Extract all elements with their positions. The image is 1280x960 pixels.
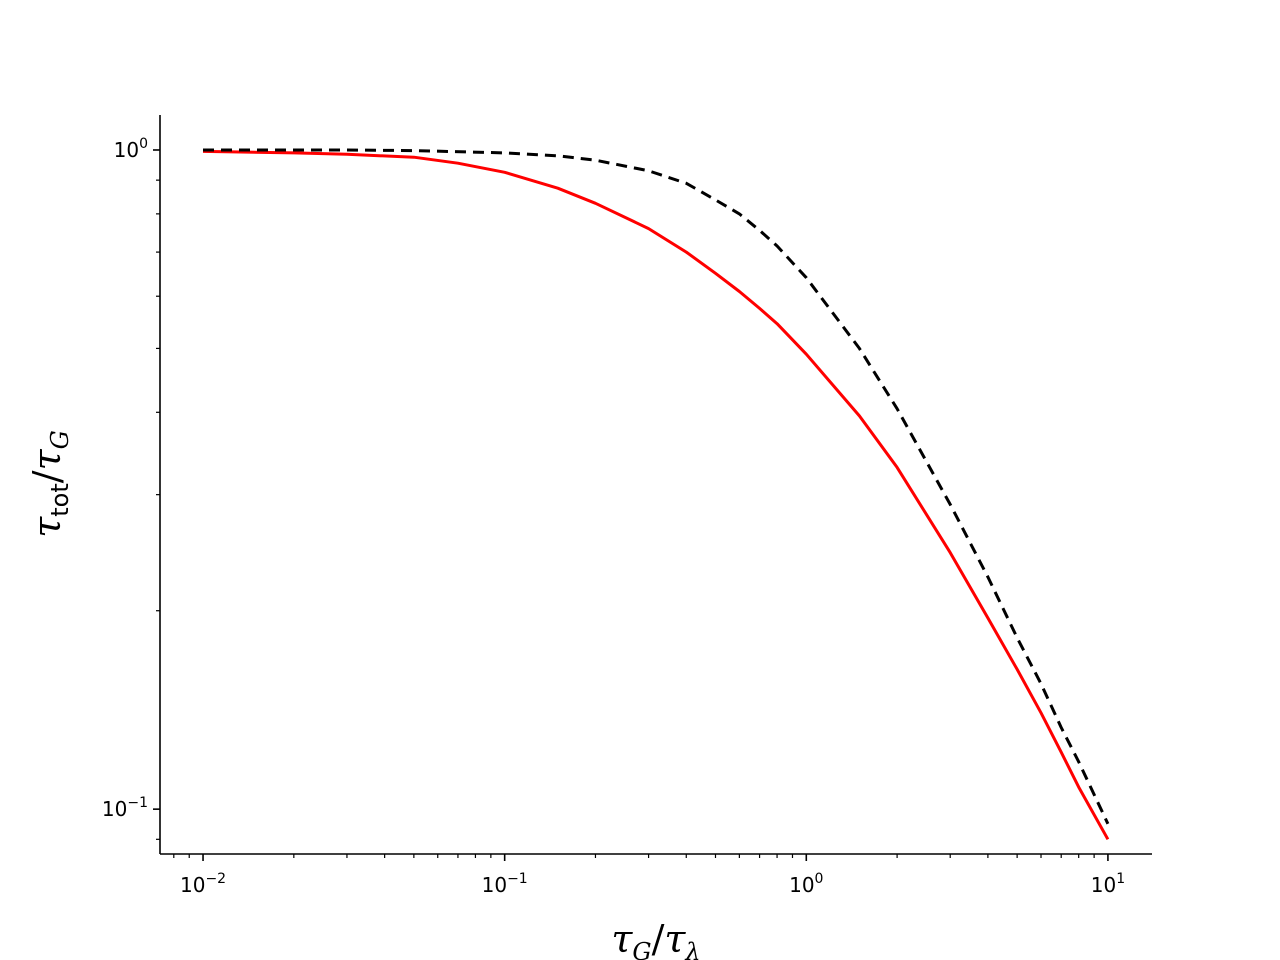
series-line-1 (202, 149, 1110, 841)
x-tick-label-base: 10 (1091, 873, 1116, 897)
x-axis-label-denom-sub: λ (684, 938, 700, 960)
x-tick-label-2: 100 (789, 871, 823, 897)
axes-spines (159, 115, 1152, 855)
x-tick-label-3: 101 (1091, 871, 1125, 897)
y-tick-label-base: 10 (114, 138, 139, 162)
x-axis-label-slash: / (652, 917, 665, 960)
x-tick-labels: 10−2 10−1 100 101 (180, 871, 1125, 897)
x-tick-label-1: 10−1 (482, 871, 528, 897)
series-line-2 (203, 148, 1110, 825)
y-axis-label-denom: τ (25, 448, 69, 470)
y-tick-label-0: 100 (114, 136, 148, 162)
y-tick-label-exp: 0 (139, 136, 148, 152)
x-axis-label-base: τ (611, 917, 633, 960)
x-tick-label-base: 10 (482, 873, 507, 897)
y-axis-label-denom-sub: G (46, 430, 74, 449)
y-axis-label-base-sub: tot (46, 483, 74, 517)
series-layer (202, 148, 1110, 841)
y-tick-label-1: 10−1 (102, 795, 148, 821)
x-tick-label-exp: 1 (1116, 871, 1125, 887)
x-tick-label-exp: −2 (205, 871, 226, 887)
y-ticks (153, 149, 160, 840)
x-ticks (173, 854, 1109, 861)
y-axis-label-slash: / (25, 470, 69, 483)
y-axis-label: τtot/τG (25, 430, 74, 538)
y-axis-label-base: τ (25, 516, 69, 538)
y-tick-label-exp: −1 (127, 795, 148, 811)
x-tick-label-exp: 0 (815, 871, 824, 887)
y-tick-label-base: 10 (102, 797, 127, 821)
x-axis-label-base-sub: G (632, 938, 651, 960)
x-tick-label-base: 10 (789, 873, 814, 897)
x-axis-label-denom: τ (664, 917, 686, 960)
x-tick-label-exp: −1 (507, 871, 528, 887)
x-tick-label-0: 10−2 (180, 871, 226, 897)
x-axis-label: τG/τλ (611, 917, 700, 960)
x-tick-label-base: 10 (180, 873, 205, 897)
